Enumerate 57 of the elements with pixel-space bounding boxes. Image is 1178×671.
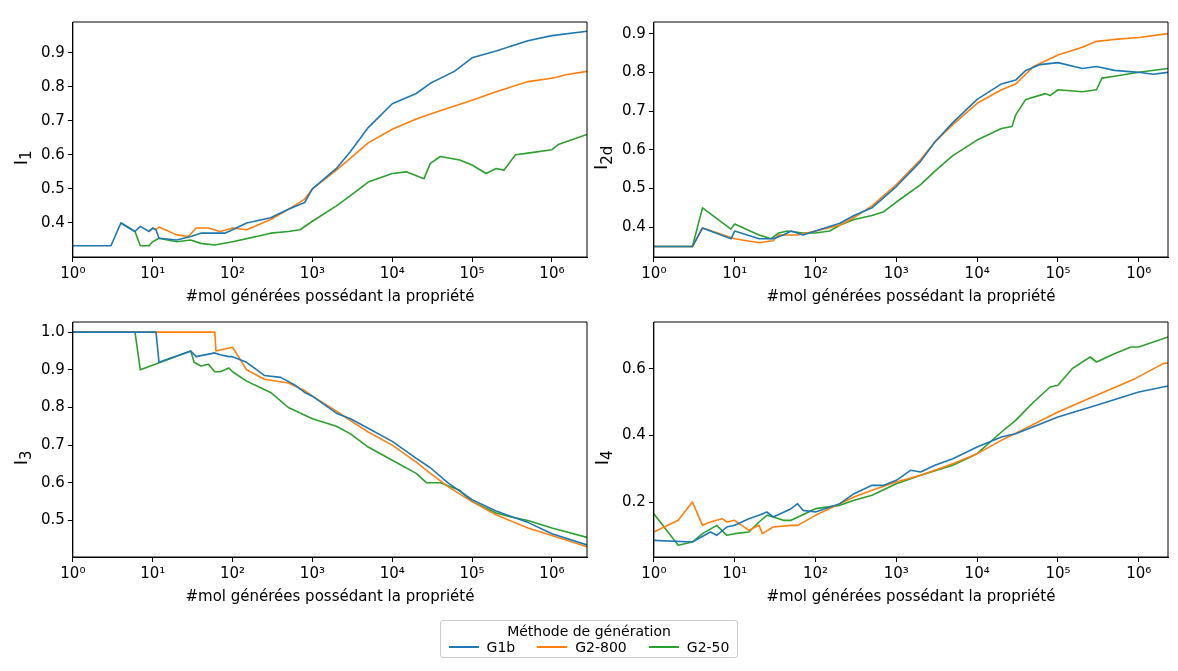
y-tick-label: 0.5 <box>41 178 65 197</box>
x-tick-label: 10⁴ <box>379 263 405 282</box>
x-tick-label: 10⁶ <box>1126 263 1152 282</box>
x-tick-label: 10⁶ <box>539 563 565 582</box>
y-tick-label: 0.7 <box>41 435 65 454</box>
y-tick-label: 0.6 <box>622 139 646 158</box>
y-tick-label: 0.8 <box>41 76 65 95</box>
x-tick-label: 10⁵ <box>459 263 485 282</box>
legend-title: Méthode de génération <box>506 623 672 639</box>
legend-label: G2-800 <box>575 639 627 655</box>
x-tick-label: 10⁶ <box>1126 563 1152 582</box>
legend-label: G2-50 <box>686 639 730 655</box>
x-tick-label: 10⁴ <box>964 263 990 282</box>
y-tick-label: 1.0 <box>41 322 65 341</box>
x-tick-label: 10² <box>219 263 246 282</box>
y-tick-label: 0.8 <box>41 397 65 416</box>
x-tick-label: 10⁵ <box>1045 263 1071 282</box>
y-tick-label: 0.9 <box>41 359 65 378</box>
y-tick-label: 0.6 <box>622 358 646 377</box>
x-axis-title: #mol générées possédant la propriété <box>185 286 475 305</box>
y-tick-label: 0.4 <box>622 425 646 444</box>
x-tick-label: 10³ <box>299 563 325 582</box>
x-tick-label: 10⁵ <box>459 563 485 582</box>
y-tick-label: 0.6 <box>41 472 65 491</box>
x-tick-label: 10⁴ <box>379 563 405 582</box>
x-tick-label: 10⁰ <box>641 563 667 582</box>
legend-label: G1b <box>486 639 516 655</box>
x-tick-label: 10¹ <box>722 563 748 582</box>
x-tick-label: 10¹ <box>140 263 166 282</box>
y-tick-label: 0.4 <box>622 217 646 236</box>
y-tick-label: 0.5 <box>41 510 65 529</box>
x-tick-label: 10⁵ <box>1045 563 1071 582</box>
x-tick-label: 10⁴ <box>964 563 990 582</box>
x-tick-label: 10⁰ <box>641 263 667 282</box>
y-tick-label: 0.4 <box>41 212 65 231</box>
x-axis-title: #mol générées possédant la propriété <box>185 586 475 605</box>
x-tick-label: 10⁶ <box>539 263 565 282</box>
x-tick-label: 10² <box>802 263 829 282</box>
x-tick-label: 10⁰ <box>60 563 86 582</box>
x-tick-label: 10³ <box>883 563 909 582</box>
y-tick-label: 0.7 <box>622 100 646 119</box>
x-tick-label: 10¹ <box>140 563 166 582</box>
y-tick-label: 0.9 <box>622 23 646 42</box>
x-tick-label: 10² <box>219 563 246 582</box>
y-tick-label: 0.7 <box>41 110 65 129</box>
y-tick-label: 0.8 <box>622 62 646 81</box>
y-tick-label: 0.5 <box>622 178 646 197</box>
x-axis-title: #mol générées possédant la propriété <box>766 286 1056 305</box>
y-tick-label: 0.6 <box>41 144 65 163</box>
y-tick-label: 0.2 <box>622 491 646 510</box>
x-tick-label: 10³ <box>883 263 909 282</box>
x-tick-label: 10³ <box>299 263 325 282</box>
x-tick-label: 10¹ <box>722 263 748 282</box>
x-axis-title: #mol générées possédant la propriété <box>766 586 1056 605</box>
x-tick-label: 10² <box>802 563 829 582</box>
y-tick-label: 0.9 <box>41 42 65 61</box>
x-tick-label: 10⁰ <box>60 263 86 282</box>
